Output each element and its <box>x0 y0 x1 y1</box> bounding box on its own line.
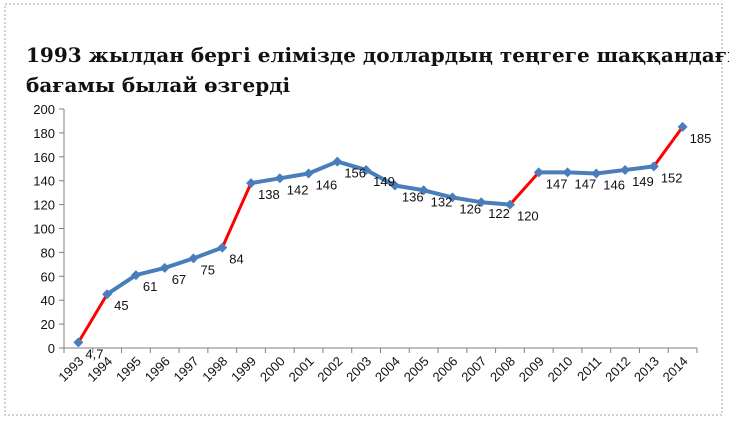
data-label: 156 <box>344 166 366 181</box>
data-point-marker <box>476 197 487 208</box>
line-segment <box>191 245 225 261</box>
data-point-marker <box>533 167 544 178</box>
data-point-marker <box>389 180 400 191</box>
line-segment <box>306 159 340 176</box>
data-label: 45 <box>114 298 128 313</box>
highlight-segment <box>76 292 109 344</box>
data-point-marker <box>562 167 573 178</box>
data-point-marker <box>447 192 458 203</box>
data-label: 4,7 <box>85 346 103 361</box>
line-segment <box>623 164 656 172</box>
data-label: 147 <box>575 176 597 191</box>
line-segment <box>277 171 311 181</box>
y-tick-label: 80 <box>41 245 55 260</box>
chart-title-line-1: 1993 жылдан бергі елімізде доллардың тең… <box>26 43 729 67</box>
data-point-marker <box>361 164 372 175</box>
y-tick-label: 140 <box>33 174 55 189</box>
y-tick-label: 180 <box>33 126 55 141</box>
line-segment <box>105 273 138 297</box>
highlight-segment <box>652 125 685 168</box>
line-segment <box>133 265 167 278</box>
data-label: 122 <box>488 206 510 221</box>
line-segment <box>421 188 455 200</box>
line-segment <box>364 167 397 188</box>
data-markers <box>73 121 688 348</box>
data-label: 67 <box>172 272 186 287</box>
data-label: 146 <box>603 178 625 193</box>
data-point-marker <box>648 161 659 172</box>
data-label: 185 <box>690 131 712 146</box>
data-point-marker <box>217 242 228 253</box>
y-tick-label: 120 <box>33 198 55 213</box>
data-point-marker <box>73 337 84 348</box>
data-point-marker <box>130 270 141 281</box>
y-axis-ticks: 0 20 40 60 80 100 120 140 160 180 200 <box>33 102 64 356</box>
data-point-marker <box>677 121 688 132</box>
data-label: 142 <box>287 182 309 197</box>
line-segment <box>335 159 369 172</box>
data-label: 152 <box>661 170 683 185</box>
line-segment <box>479 200 512 207</box>
data-point-marker <box>418 185 429 196</box>
line-segment <box>249 176 282 186</box>
y-tick-label: 40 <box>41 293 55 308</box>
y-tick-label: 0 <box>48 341 55 356</box>
data-label: 149 <box>632 174 654 189</box>
data-label: 147 <box>546 176 568 191</box>
data-label: 132 <box>431 194 453 209</box>
data-point-marker <box>246 178 257 189</box>
data-label: 75 <box>200 262 214 277</box>
data-point-marker <box>332 156 343 167</box>
data-point-marker <box>303 168 314 179</box>
data-point-marker <box>159 262 170 273</box>
data-label: 61 <box>143 279 157 294</box>
highlight-segment <box>220 181 253 250</box>
data-label: 138 <box>258 187 280 202</box>
data-label: 126 <box>459 201 481 216</box>
chart-border <box>4 3 723 416</box>
data-label: 120 <box>517 209 539 224</box>
data-point-marker <box>188 253 199 264</box>
data-label: 149 <box>373 174 395 189</box>
data-point-marker <box>274 173 285 184</box>
data-point-marker <box>591 168 602 179</box>
y-tick-label: 20 <box>41 317 55 332</box>
line-segment <box>594 167 628 176</box>
data-point-marker <box>504 199 515 210</box>
data-label: 84 <box>229 252 243 267</box>
y-tick-label: 160 <box>33 150 55 165</box>
data-labels: 4,7 45 61 67 75 84 138 142 146 156 149 136 132 126 122… <box>85 131 711 361</box>
chart-title-line-2: бағамы былай өзгерді <box>26 73 291 97</box>
line-segment <box>162 256 196 270</box>
line-segment <box>392 183 426 193</box>
line-segment <box>450 195 484 205</box>
axes <box>63 109 697 349</box>
y-tick-label: 100 <box>33 222 55 237</box>
data-label: 136 <box>402 189 424 204</box>
y-tick-label: 60 <box>41 269 55 284</box>
data-label: 146 <box>316 178 338 193</box>
highlight-segment <box>508 170 541 207</box>
data-point-marker <box>620 164 631 175</box>
series-line <box>76 125 685 344</box>
y-tick-label: 200 <box>33 102 55 117</box>
data-point-marker <box>102 289 113 300</box>
